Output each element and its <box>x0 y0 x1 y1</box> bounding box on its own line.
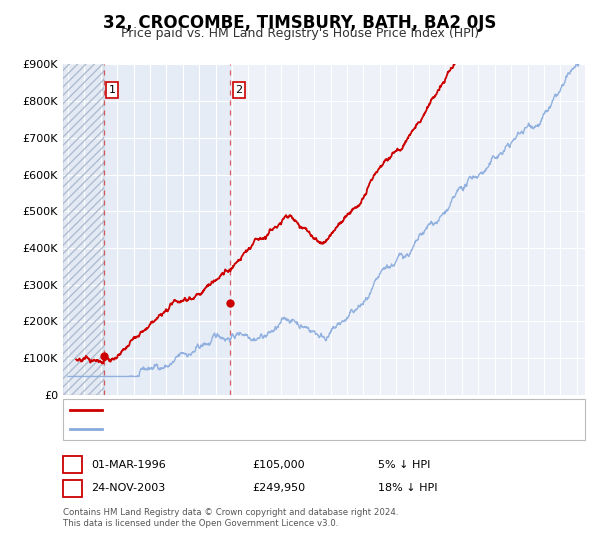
Text: Price paid vs. HM Land Registry's House Price Index (HPI): Price paid vs. HM Land Registry's House … <box>121 27 479 40</box>
Text: 1: 1 <box>69 458 76 472</box>
Text: 5% ↓ HPI: 5% ↓ HPI <box>378 460 430 470</box>
Text: 01-MAR-1996: 01-MAR-1996 <box>91 460 166 470</box>
Text: 1: 1 <box>109 85 115 95</box>
Bar <box>104 64 230 395</box>
Text: 32, CROCOMBE, TIMSBURY, BATH, BA2 0JS (detached house): 32, CROCOMBE, TIMSBURY, BATH, BA2 0JS (d… <box>108 405 410 415</box>
Text: £249,950: £249,950 <box>252 483 305 493</box>
Text: 2: 2 <box>69 482 76 495</box>
Text: 24-NOV-2003: 24-NOV-2003 <box>91 483 166 493</box>
Text: 32, CROCOMBE, TIMSBURY, BATH, BA2 0JS: 32, CROCOMBE, TIMSBURY, BATH, BA2 0JS <box>103 14 497 32</box>
Text: 18% ↓ HPI: 18% ↓ HPI <box>378 483 437 493</box>
Text: £105,000: £105,000 <box>252 460 305 470</box>
Bar <box>63 64 104 395</box>
Text: This data is licensed under the Open Government Licence v3.0.: This data is licensed under the Open Gov… <box>63 519 338 528</box>
Text: 2: 2 <box>235 85 242 95</box>
Bar <box>63 64 104 395</box>
Text: HPI: Average price, detached house, Bath and North East Somerset: HPI: Average price, detached house, Bath… <box>108 424 444 433</box>
Text: Contains HM Land Registry data © Crown copyright and database right 2024.: Contains HM Land Registry data © Crown c… <box>63 508 398 517</box>
